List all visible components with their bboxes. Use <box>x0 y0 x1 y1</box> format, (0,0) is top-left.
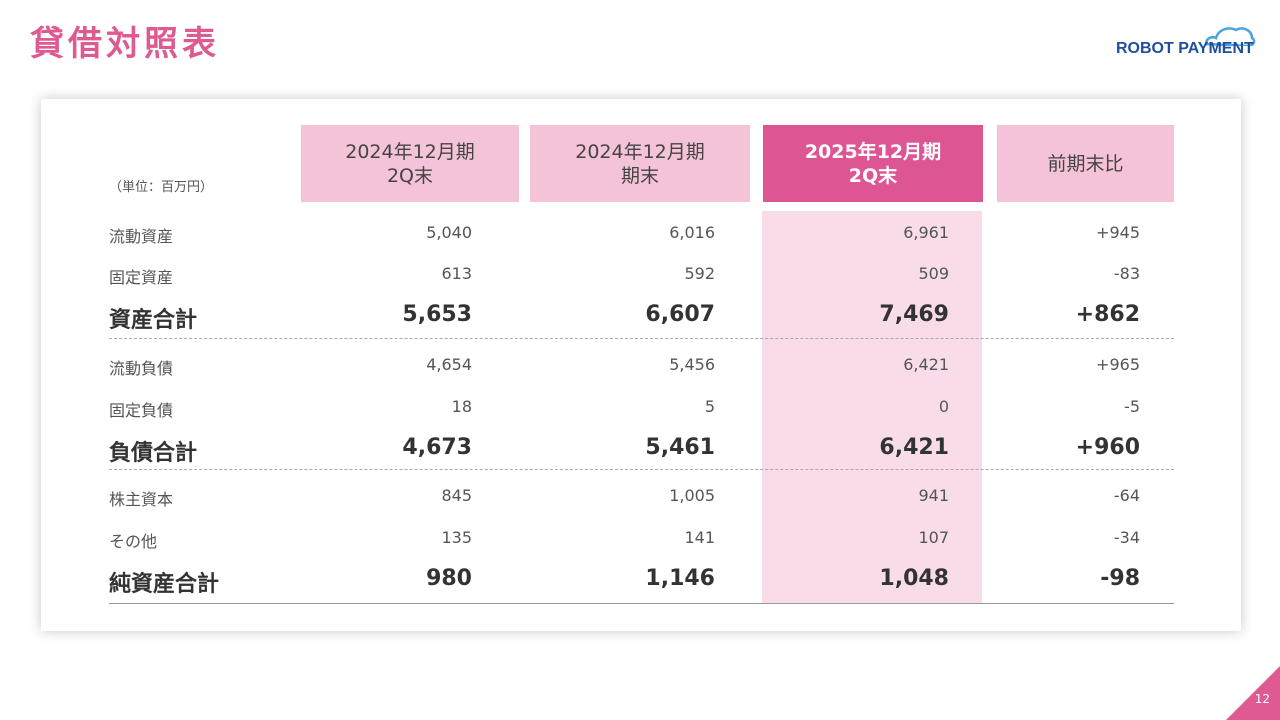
header-line2: 期末 <box>620 164 659 187</box>
cell-value: -5 <box>1124 397 1140 416</box>
row-label: 流動資産 <box>109 227 174 246</box>
header-line1: 前期末比 <box>1047 152 1124 175</box>
section-divider <box>109 469 1174 470</box>
row-label: 流動負債 <box>109 359 174 378</box>
row-label: 資産合計 <box>109 308 198 333</box>
cell-value: 1,048 <box>879 566 949 591</box>
cell-value: 0 <box>938 397 949 416</box>
row-label: 固定資産 <box>109 268 174 287</box>
cell-value: 4,654 <box>426 355 472 374</box>
cell-value: -98 <box>1100 566 1140 591</box>
current-period-highlight <box>762 211 982 603</box>
cell-value: 5,456 <box>669 355 715 374</box>
table-bottom-rule <box>109 603 1174 604</box>
cell-value: +960 <box>1075 435 1140 460</box>
header-vs-prior: 前期末比 <box>997 125 1174 202</box>
cell-value: 6,421 <box>879 435 949 460</box>
cell-value: 107 <box>918 528 949 547</box>
row-label: 固定負債 <box>109 401 174 420</box>
section-divider <box>109 338 1174 339</box>
cell-value: 141 <box>684 528 715 547</box>
logo-text: ROBOT PAYMENT <box>1116 40 1254 57</box>
header-line1: 2024年12月期 <box>575 140 705 163</box>
header-line1: 2025年12月期 <box>804 140 942 163</box>
cell-value: 1,146 <box>645 566 715 591</box>
row-label: 負債合計 <box>109 441 198 466</box>
unit-label: （単位：百万円） <box>109 180 214 195</box>
cell-value: -83 <box>1113 264 1140 283</box>
company-logo: ROBOT PAYMENT <box>1116 20 1258 62</box>
cell-value: 5,461 <box>645 435 715 460</box>
balance-sheet-card: （単位：百万円） 2024年12月期 2Q末 2024年12月期 期末 2025年1… <box>41 99 1241 631</box>
header-2024-year-end: 2024年12月期 期末 <box>530 125 750 202</box>
page-title: 貸借対照表 <box>30 24 220 64</box>
header-line2: 2Q末 <box>848 164 898 187</box>
cell-value: +862 <box>1075 302 1140 327</box>
cell-value: -34 <box>1113 528 1140 547</box>
cell-value: 7,469 <box>879 302 949 327</box>
cell-value: 980 <box>426 566 472 591</box>
cell-value: 6,016 <box>669 223 715 242</box>
header-line1: 2024年12月期 <box>345 140 475 163</box>
cell-value: 5,040 <box>426 223 472 242</box>
page-corner-triangle <box>1226 666 1280 720</box>
cell-value: 5 <box>704 397 715 416</box>
cell-value: 941 <box>918 486 949 505</box>
cell-value: +965 <box>1096 355 1140 374</box>
cell-value: 509 <box>918 264 949 283</box>
cell-value: 1,005 <box>669 486 715 505</box>
cell-value: 135 <box>441 528 472 547</box>
cell-value: 6,607 <box>645 302 715 327</box>
row-label: 純資産合計 <box>109 572 220 597</box>
header-2024-2q: 2024年12月期 2Q末 <box>301 125 519 202</box>
cell-value: +945 <box>1096 223 1140 242</box>
header-line2: 2Q末 <box>386 164 434 187</box>
cell-value: 18 <box>451 397 472 416</box>
cell-value: 6,421 <box>903 355 949 374</box>
cell-value: 4,673 <box>402 435 472 460</box>
cell-value: 592 <box>684 264 715 283</box>
cell-value: 5,653 <box>402 302 472 327</box>
cell-value: -64 <box>1113 486 1140 505</box>
cell-value: 845 <box>441 486 472 505</box>
cell-value: 613 <box>441 264 472 283</box>
row-label: その他 <box>109 532 158 551</box>
cloud-icon <box>1204 27 1256 46</box>
header-2025-2q: 2025年12月期 2Q末 <box>763 125 983 202</box>
row-label: 株主資本 <box>109 490 174 509</box>
cell-value: 6,961 <box>903 223 949 242</box>
page-number: 12 <box>1254 692 1270 706</box>
